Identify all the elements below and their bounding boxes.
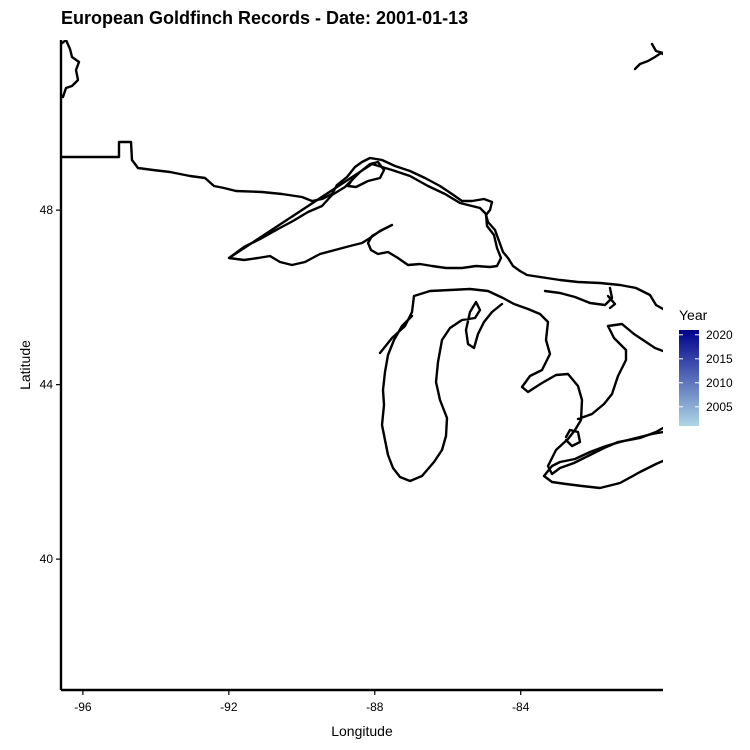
y-axis-label: Latitude bbox=[17, 340, 33, 390]
james-bay-fragment bbox=[633, 42, 663, 71]
x-axis-label: Longitude bbox=[331, 723, 393, 739]
y-tick-label: 48 bbox=[40, 203, 54, 217]
x-tick-label: -88 bbox=[366, 700, 384, 714]
chart-title: European Goldfinch Records - Date: 2001-… bbox=[61, 8, 469, 28]
coastlines bbox=[61, 40, 663, 490]
lake-erie-outline bbox=[542, 430, 663, 490]
axes: -96 -92 -88 -84 40 44 48 Longitude Latitude bbox=[17, 40, 663, 739]
legend-tick-label: 2015 bbox=[706, 352, 733, 366]
legend-tick-label: 2010 bbox=[706, 376, 733, 390]
x-tick-label: -96 bbox=[74, 700, 92, 714]
year-legend: Year 2020 2015 2010 2005 bbox=[679, 307, 733, 426]
y-axis-ticks: 40 44 48 bbox=[40, 203, 61, 566]
lake-st-clair-outline bbox=[564, 428, 582, 448]
x-tick-label: -92 bbox=[220, 700, 238, 714]
lake-superior-outline bbox=[227, 160, 503, 270]
x-tick-label: -84 bbox=[512, 700, 530, 714]
lake-of-the-woods-outline bbox=[61, 40, 81, 99]
lake-michigan-huron-outline bbox=[378, 287, 663, 483]
legend-tick-label: 2005 bbox=[706, 400, 733, 414]
georgian-bay-outline bbox=[543, 286, 617, 310]
legend-ticks: 2020 2015 2010 2005 bbox=[679, 328, 733, 414]
x-axis-ticks: -96 -92 -88 -84 bbox=[74, 690, 530, 714]
legend-tick-label: 2020 bbox=[706, 328, 733, 342]
legend-title: Year bbox=[679, 307, 708, 323]
legend-colorbar bbox=[679, 330, 699, 426]
y-tick-label: 44 bbox=[40, 378, 54, 392]
international-border-north bbox=[61, 140, 663, 311]
y-tick-label: 40 bbox=[40, 552, 54, 566]
